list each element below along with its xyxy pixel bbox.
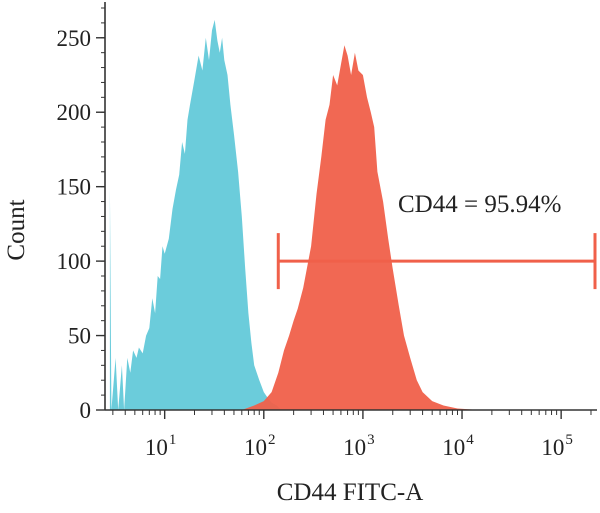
y-tick-label: 50 [68, 324, 91, 349]
y-tick-label: 100 [57, 249, 92, 274]
axis-layer: 0 50 100 150 200 250 101 102 103 104 105 [57, 2, 597, 460]
y-tick-label: 150 [57, 175, 92, 200]
y-axis-label: Count [3, 199, 30, 260]
x-tick-label: 101 [145, 432, 177, 460]
histogram-series-1 [109, 19, 282, 411]
series-layer [109, 19, 480, 411]
x-tick-label: 104 [442, 432, 474, 460]
x-tick-label: 105 [541, 432, 573, 460]
y-tick-label: 0 [80, 398, 92, 423]
gate-annotation: CD44 = 95.94% [398, 191, 561, 218]
x-axis-label: CD44 FITC-A [277, 479, 424, 506]
y-tick-label: 250 [57, 26, 92, 51]
y-tick-label: 200 [57, 100, 92, 125]
x-tick-label: 102 [244, 432, 276, 460]
histogram-series-2 [241, 45, 480, 410]
gate-layer: CD44 = 95.94% [276, 191, 597, 290]
x-tick-label: 103 [343, 432, 375, 460]
